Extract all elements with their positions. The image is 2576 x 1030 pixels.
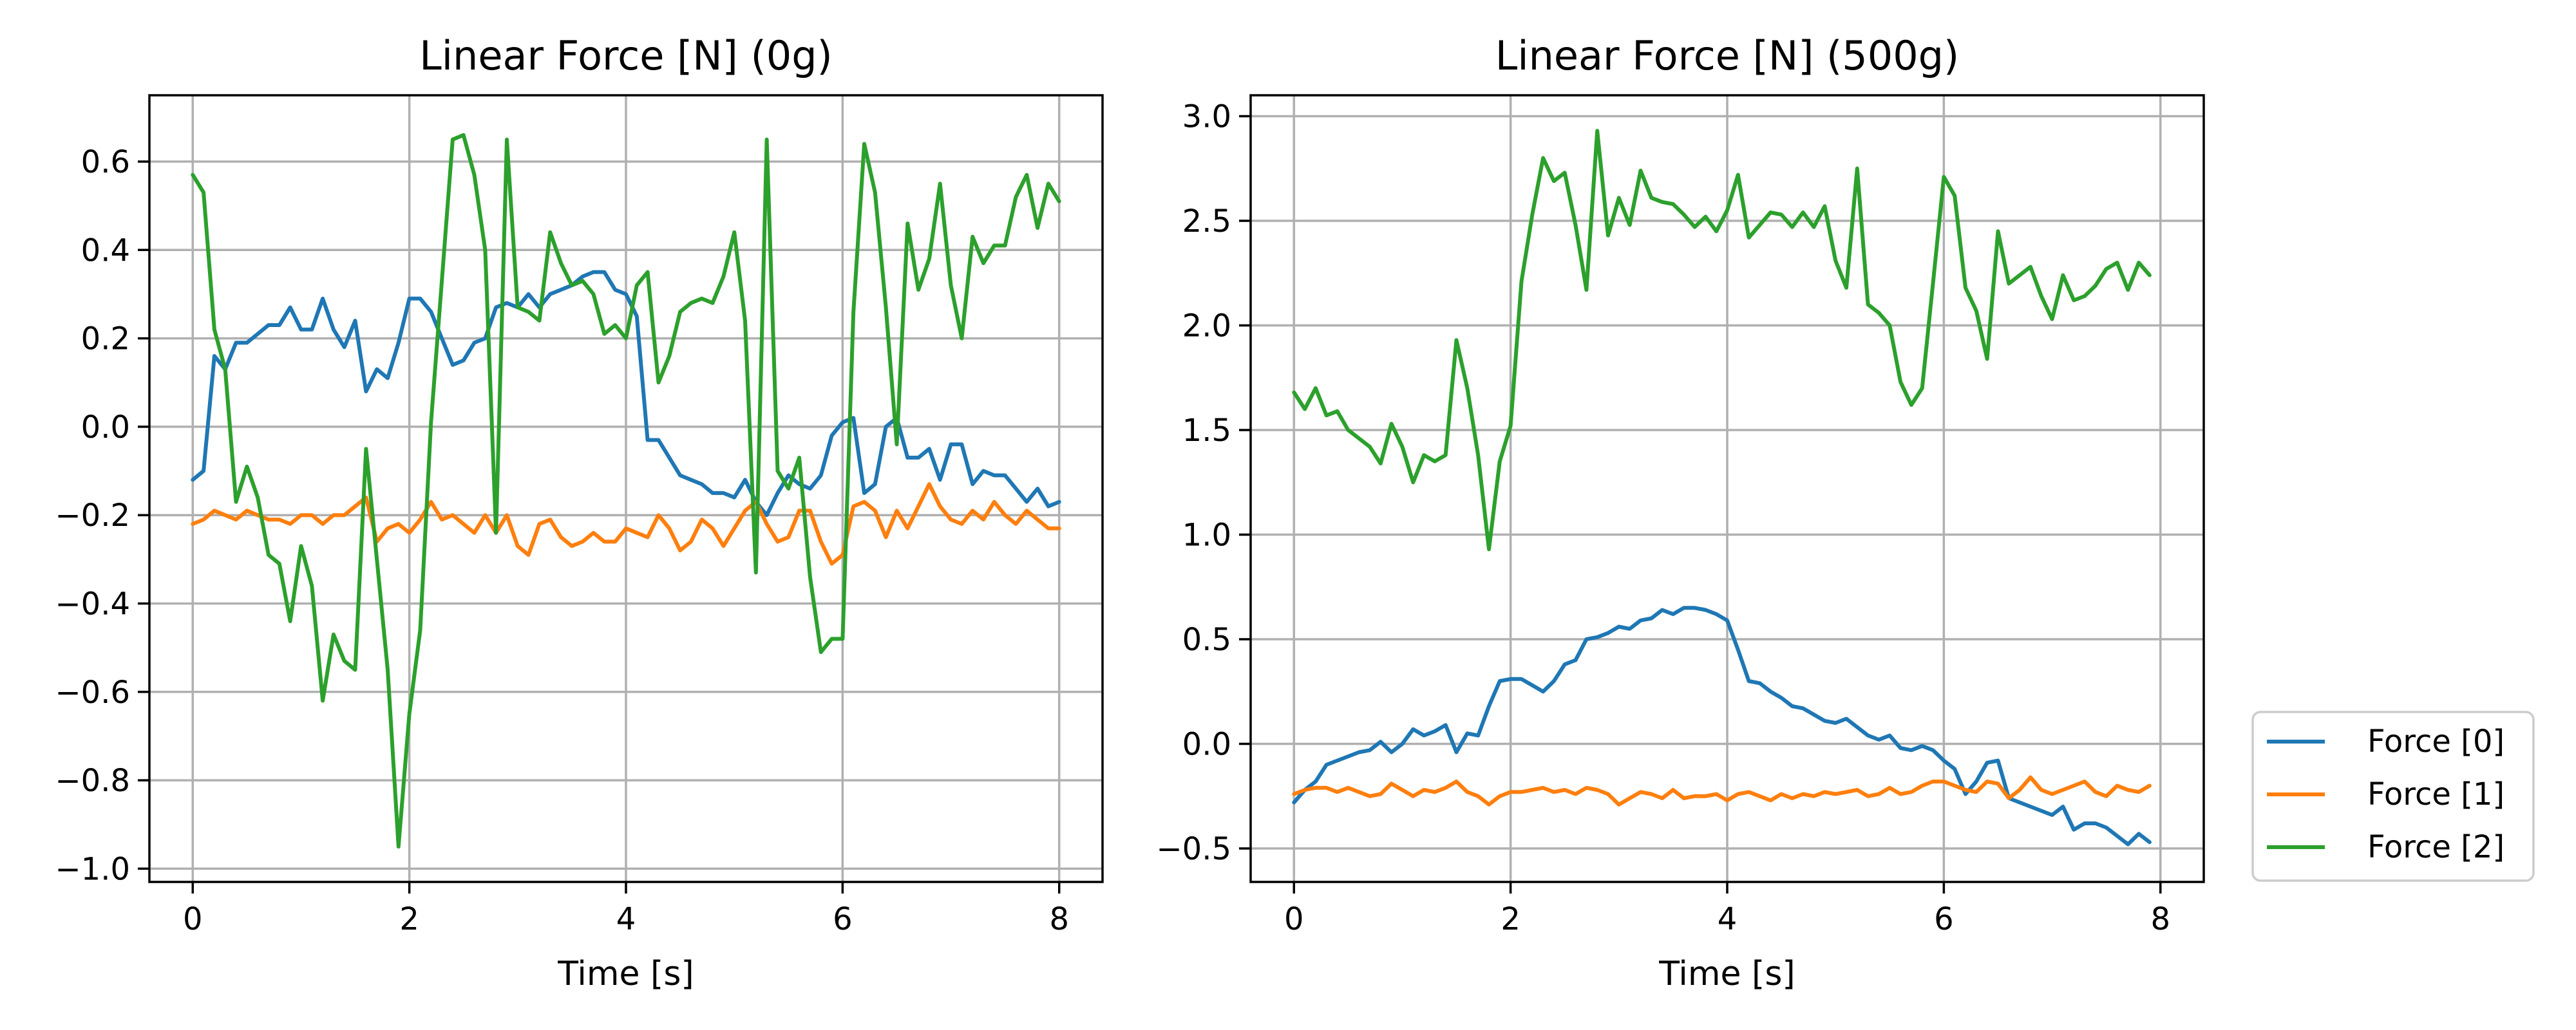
series-line-force-2	[191, 133, 1061, 849]
grid	[1251, 95, 2204, 882]
chart-linear-force-0g: Linear Force [N] (0g) 0 2 4 6 8 −1.0 −0.8 −0.6…	[55, 32, 1104, 993]
chart-title: Linear Force [N] (500g)	[1495, 32, 1959, 79]
x-tick-label: 0	[183, 901, 203, 937]
legend-label: Force [0]	[2367, 724, 2505, 760]
y-tick-label: 1.0	[1182, 518, 1231, 554]
y-tick-label: 3.0	[1182, 99, 1231, 135]
chart-linear-force-500g: Linear Force [N] (500g) 0 2 4 6 8 −0.5 0.0 0.5…	[1156, 32, 2205, 993]
x-tick-label: 2	[1501, 901, 1520, 937]
legend-entry-force-2: Force [2]	[2267, 829, 2505, 865]
y-tick-label: −0.4	[55, 586, 130, 622]
x-axis-ticks: 0 2 4 6 8	[183, 882, 1069, 937]
plot-frame	[1249, 94, 2205, 883]
y-tick-label: 2.0	[1182, 308, 1231, 344]
y-tick-label: −0.8	[55, 763, 130, 799]
plot-frame	[148, 94, 1104, 883]
series-line-force-0	[1292, 606, 2152, 847]
legend: Force [0] Force [1] Force [2]	[2251, 711, 2535, 882]
y-axis-ticks: −0.5 0.0 0.5 1.0 1.5 2.0 2.5 3.0	[1156, 99, 1251, 867]
x-tick-label: 4	[616, 901, 636, 937]
series-line-force-1	[1292, 775, 2152, 807]
y-tick-label: 0.0	[81, 409, 130, 445]
legend-label: Force [2]	[2367, 829, 2505, 865]
y-tick-label: 0.5	[1182, 622, 1231, 658]
series-group	[191, 133, 1061, 849]
y-tick-label: −0.5	[1156, 831, 1231, 867]
y-tick-label: −1.0	[55, 851, 130, 887]
y-tick-label: 0.0	[1182, 727, 1231, 763]
x-tick-label: 6	[833, 901, 853, 937]
y-tick-label: 1.5	[1182, 413, 1231, 449]
series-line-force-0	[191, 270, 1061, 518]
series-line-force-1	[191, 482, 1061, 566]
y-tick-label: 2.5	[1182, 203, 1231, 239]
series-line-force-2	[1292, 129, 2152, 552]
y-tick-label: −0.6	[55, 675, 130, 711]
x-tick-label: 8	[1049, 901, 1069, 937]
legend-entry-force-0: Force [0]	[2267, 724, 2505, 760]
x-tick-label: 8	[2150, 901, 2170, 937]
y-tick-label: 0.6	[81, 144, 130, 180]
legend-box	[2251, 711, 2535, 882]
x-tick-label: 2	[399, 901, 419, 937]
x-tick-label: 6	[1934, 901, 1954, 937]
y-tick-label: 0.2	[81, 321, 130, 357]
series-group	[1292, 129, 2152, 847]
x-tick-label: 4	[1718, 901, 1738, 937]
legend-label: Force [1]	[2367, 776, 2505, 812]
chart-title: Linear Force [N] (0g)	[419, 32, 833, 79]
x-axis-label: Time [s]	[557, 955, 694, 993]
x-axis-label: Time [s]	[1658, 955, 1795, 993]
y-tick-label: 0.4	[81, 232, 130, 268]
y-axis-ticks: −1.0 −0.8 −0.6 −0.4 −0.2 0.0 0.2 0.4 0.6	[55, 144, 149, 887]
legend-entry-force-1: Force [1]	[2267, 776, 2505, 812]
y-tick-label: −0.2	[55, 498, 130, 534]
x-axis-ticks: 0 2 4 6 8	[1284, 882, 2170, 937]
x-tick-label: 0	[1284, 901, 1304, 937]
